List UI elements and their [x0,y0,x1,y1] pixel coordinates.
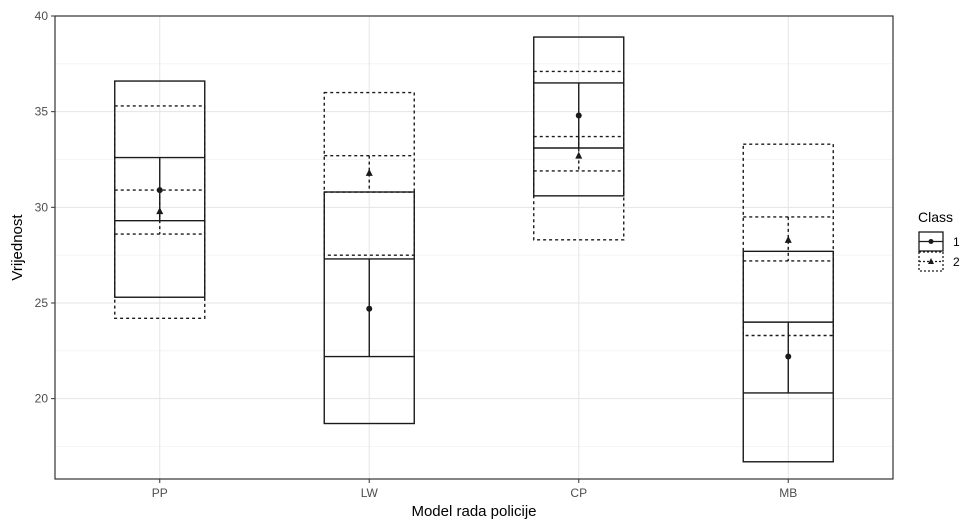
y-tick-label: 30 [35,200,49,214]
point-marker [366,305,373,312]
y-tick-label: 40 [35,9,49,23]
outer-box [742,250,834,463]
y-tick-label: 35 [35,105,49,119]
legend-label-1: 1 [953,235,960,249]
axis-ticks: 20 25 30 35 40 PP LW CP MB [35,9,798,500]
crossbar-MB-class-2 [742,143,834,337]
y-tick-label: 20 [35,392,49,406]
y-tick-label: 25 [35,296,49,310]
point-marker [365,168,373,176]
crossbar-LW-class-2 [323,91,415,256]
outer-box [114,80,206,298]
point-marker [575,112,582,119]
legend-key-2 [918,251,944,272]
panel-border [54,15,894,480]
crossbar-CP-class-2 [533,70,625,241]
outer-box [533,70,625,241]
legend-label-2: 2 [953,255,960,269]
x-axis-title: Model rada policije [411,503,536,519]
legend-title: Class [918,209,953,225]
crossbar-MB-class-1 [742,250,834,463]
series-2 [114,70,834,337]
legend-key-1 [918,231,944,252]
crossbar-LW-class-1 [323,191,415,425]
point-marker [785,353,792,360]
legend-key-marker [928,239,934,244]
y-axis-title: Vrijednost [9,214,26,281]
legend-key-marker [928,258,934,264]
x-tick-label: LW [361,486,379,500]
series-boxes [114,36,834,463]
outer-box [114,105,206,319]
outer-box [323,91,415,256]
outer-box [742,143,834,337]
point-marker [156,207,164,215]
x-tick-label: PP [152,486,168,500]
x-tick-label: CP [570,486,587,500]
legend: Class 1 2 [918,209,960,272]
x-tick-label: MB [779,486,797,500]
point-marker [784,235,792,243]
point-marker [575,151,583,159]
crossbar-PP-class-2 [114,105,206,319]
